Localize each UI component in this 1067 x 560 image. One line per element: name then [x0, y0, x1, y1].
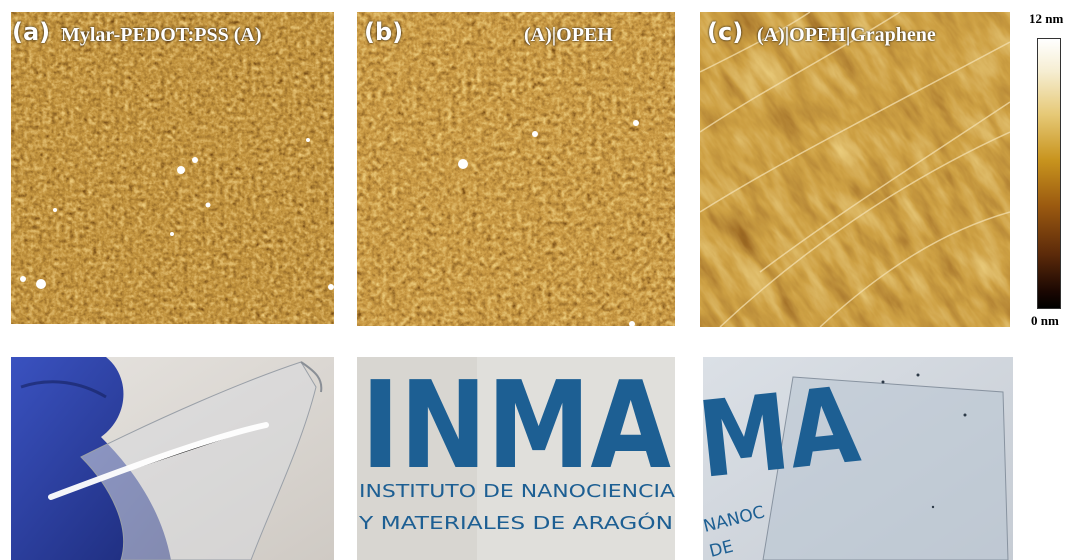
- particle-spots: [20, 138, 334, 290]
- panel-title-a: Mylar-PEDOT:PSS (A): [61, 24, 262, 46]
- particle-spots: [458, 120, 639, 326]
- scale-min-label: 0 nm: [1031, 313, 1059, 328]
- partial-logo-line-2: DE: [707, 537, 735, 560]
- panel-letter-b: (b): [364, 18, 404, 46]
- scale-max-label: 12 nm: [1029, 11, 1064, 26]
- partial-logo-text: MA: [703, 364, 865, 502]
- photo-logo-film-b: INMA INSTITUTO DE NANOCIENCIA Y MATERIAL…: [357, 357, 675, 560]
- inma-logo-text: INMA: [361, 357, 671, 496]
- panel-letter-c: (c): [707, 18, 744, 46]
- afm-image-a: (a) Mylar-PEDOT:PSS (A): [11, 12, 334, 324]
- afm-image-c: (c) (A)|OPEH|Graphene: [700, 12, 1010, 327]
- photo-graphene-film-c: MA NANOC DE: [703, 357, 1013, 560]
- institute-line-1: INSTITUTO DE NANOCIENCIA: [359, 481, 675, 502]
- panel-title-b: (A)|OPEH: [524, 24, 613, 46]
- photo-flexible-film-a: [11, 357, 334, 560]
- panel-title-c: (A)|OPEH|Graphene: [757, 24, 936, 46]
- film-sheet: [80, 361, 317, 560]
- graphene-wrinkles: [700, 12, 1010, 327]
- debris-specks: [881, 373, 967, 509]
- film-sheet: [762, 376, 1009, 560]
- afm-image-b: (b) (A)|OPEH: [357, 12, 675, 326]
- panel-letter-a: (a): [12, 18, 51, 46]
- institute-line-2: Y MATERIALES DE ARAGÓN: [358, 512, 673, 534]
- height-color-scale: [1037, 38, 1061, 309]
